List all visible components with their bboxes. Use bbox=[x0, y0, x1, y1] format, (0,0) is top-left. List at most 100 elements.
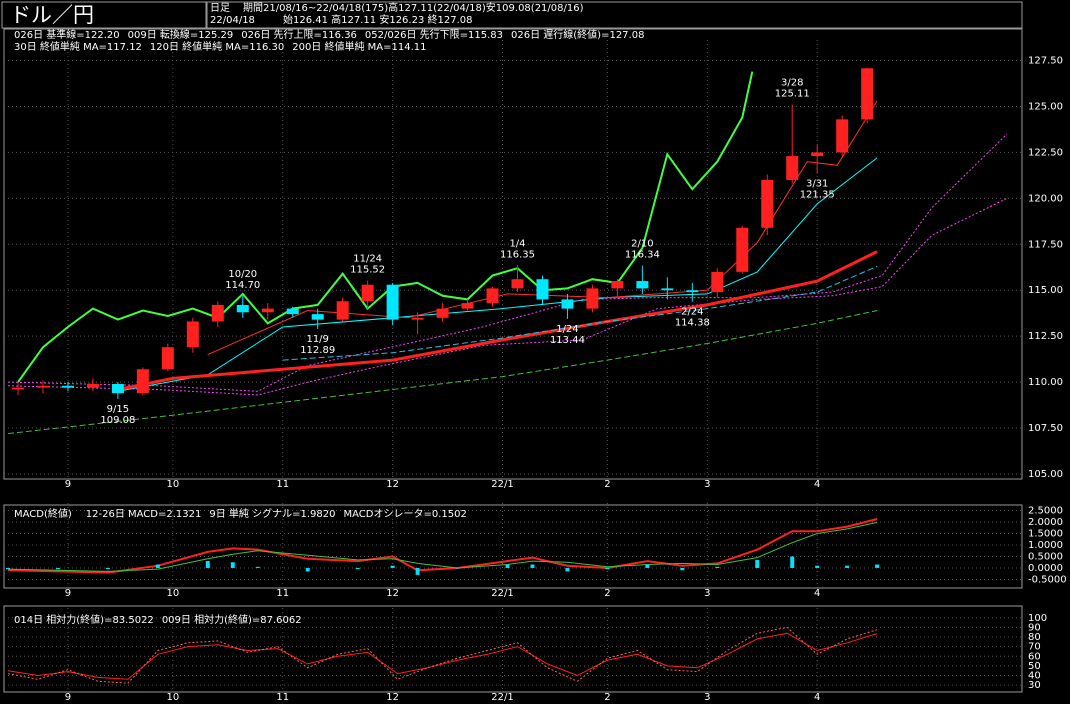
legend-entry: 052/026日 先行下限=115.83 bbox=[365, 28, 503, 41]
candle-body bbox=[186, 321, 199, 348]
legend-entry: 120日 終値単純 MA=116.30 bbox=[150, 40, 284, 53]
candle-body bbox=[536, 279, 549, 300]
symbol: ドル／円 bbox=[10, 3, 94, 27]
candle-body bbox=[761, 179, 774, 228]
candle-body bbox=[411, 317, 424, 320]
legend-entry: MACDオシレータ=0.1502 bbox=[343, 508, 466, 520]
candle-body bbox=[561, 299, 574, 309]
series-line bbox=[7, 626, 878, 684]
series-line bbox=[17, 71, 754, 383]
y-tick-label: 105.00 bbox=[1028, 469, 1063, 480]
x-tick-label: 12 bbox=[386, 588, 399, 599]
annotation-value: 125.11 bbox=[775, 88, 810, 99]
x-tick-label: 3 bbox=[704, 588, 710, 599]
y-tick-label: 70 bbox=[1028, 642, 1041, 653]
candle-body bbox=[11, 387, 24, 390]
x-tick-label: 9 bbox=[65, 588, 71, 599]
candle-body bbox=[511, 279, 524, 289]
candle-body bbox=[486, 288, 499, 304]
y-tick-label: 110.00 bbox=[1028, 377, 1063, 388]
series-line bbox=[7, 197, 1008, 396]
oscillator-bar bbox=[415, 567, 420, 575]
annotation-date: 3/31 bbox=[806, 179, 828, 190]
x-tick-label: 22/1 bbox=[491, 588, 513, 599]
x-tick-label: 4 bbox=[814, 692, 820, 703]
x-tick-label: 10 bbox=[166, 692, 179, 703]
oscillator-bar bbox=[715, 566, 720, 568]
date: 22/04/18 bbox=[210, 15, 255, 26]
oscillator-bar bbox=[255, 566, 260, 568]
y-tick-label: 125.00 bbox=[1028, 101, 1063, 112]
annotation-value: 114.70 bbox=[225, 280, 260, 291]
oscillator-bar bbox=[875, 564, 880, 568]
x-tick-label: 12 bbox=[386, 479, 399, 490]
annotation-date: 11/24 bbox=[353, 254, 382, 265]
candle-body bbox=[711, 271, 724, 293]
candle-body bbox=[261, 308, 274, 313]
y-tick-label: 100 bbox=[1028, 613, 1047, 624]
y-tick-label: 120.00 bbox=[1028, 193, 1063, 204]
oscillator-bar bbox=[815, 565, 820, 568]
x-tick-label: 2 bbox=[604, 588, 610, 599]
main-panel bbox=[3, 28, 1023, 480]
oscillator-bar bbox=[845, 565, 850, 568]
x-tick-label: 11 bbox=[276, 588, 289, 599]
candle-body bbox=[61, 385, 74, 388]
y-tick-label: 40 bbox=[1028, 670, 1041, 681]
series-line bbox=[207, 100, 878, 356]
x-tick-label: 10 bbox=[166, 479, 179, 490]
symbol-box bbox=[1, 1, 207, 29]
candle-body bbox=[811, 152, 824, 157]
annotation-value: 113.44 bbox=[550, 335, 585, 346]
series-line bbox=[7, 518, 878, 574]
series-line bbox=[7, 133, 1008, 392]
annotation-value: 109.08 bbox=[100, 415, 135, 426]
y-tick-label: 122.50 bbox=[1028, 147, 1063, 158]
candle-body bbox=[286, 308, 299, 315]
candle-body bbox=[836, 119, 849, 153]
x-tick-label: 12 bbox=[386, 692, 399, 703]
legend-entry: 026日 先行上限=116.36 bbox=[241, 28, 357, 41]
y-tick-label: 1.5000 bbox=[1028, 528, 1063, 539]
candle-body bbox=[736, 227, 749, 272]
annotation-value: 116.35 bbox=[500, 249, 535, 260]
oscillator-bar bbox=[55, 567, 60, 570]
x-tick-label: 3 bbox=[704, 692, 710, 703]
oscillator-bar bbox=[6, 567, 10, 570]
annotation-date: 1/4 bbox=[509, 238, 525, 249]
macd-panel bbox=[3, 504, 1023, 589]
series-line bbox=[7, 521, 878, 572]
annotation-value: 112.89 bbox=[300, 345, 335, 356]
annotation-value: 121.35 bbox=[800, 190, 835, 201]
series-line bbox=[7, 310, 878, 435]
candle-body bbox=[86, 383, 99, 388]
candle-body bbox=[236, 304, 249, 313]
annotation-value: 114.38 bbox=[675, 318, 710, 329]
oscillator-bar bbox=[355, 567, 360, 570]
y-tick-label: 2.0000 bbox=[1028, 517, 1063, 528]
y-tick-label: 127.50 bbox=[1028, 56, 1063, 67]
candle-body bbox=[211, 304, 224, 322]
oscillator-bar bbox=[455, 567, 460, 569]
x-tick-label: 22/1 bbox=[491, 479, 513, 490]
candle-body bbox=[786, 156, 799, 180]
candle-body bbox=[611, 281, 624, 289]
oscillator-bar bbox=[605, 567, 610, 570]
candle-body bbox=[636, 281, 649, 289]
ohlc: 始126.41 高127.11 安126.23 終127.08 bbox=[283, 13, 473, 26]
y-tick-label: 30 bbox=[1028, 680, 1041, 691]
oscillator-bar bbox=[645, 564, 650, 568]
oscillator-bar bbox=[205, 561, 210, 568]
candle-body bbox=[461, 303, 474, 309]
x-tick-label: 10 bbox=[166, 588, 179, 599]
oscillator-bar bbox=[505, 564, 510, 568]
oscillator-bar bbox=[790, 556, 795, 568]
x-tick-label: 11 bbox=[276, 479, 289, 490]
legend-entry: 014日 相対力(終値)=83.5022 bbox=[14, 613, 154, 626]
y-tick-label: 0.0000 bbox=[1028, 563, 1063, 574]
candle-body bbox=[686, 290, 699, 293]
annotation-date: 2/24 bbox=[681, 307, 703, 318]
oscillator-bar bbox=[305, 567, 310, 572]
period: 期間21/08/16~22/04/18(175)高127.11(22/04/18… bbox=[243, 1, 584, 14]
